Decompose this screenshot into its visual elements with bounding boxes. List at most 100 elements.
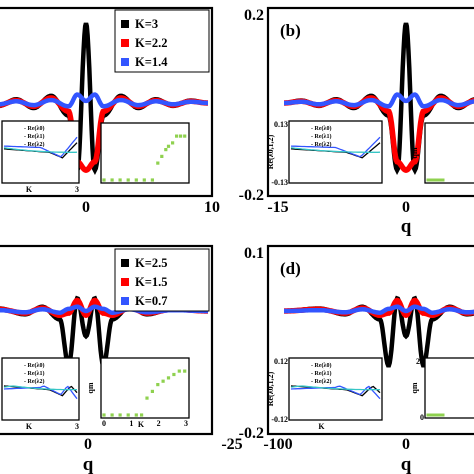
inset-legend-label: - Re(λ0)	[24, 362, 44, 369]
inset-legend-label: - Re(λ0)	[24, 125, 44, 132]
inset-a2-frame	[100, 122, 190, 184]
x-tick-label: -25	[221, 436, 242, 453]
legend-label: K=1.4	[135, 55, 168, 69]
panel-b-plot	[284, 22, 474, 176]
inset-y-tick: -0.12	[271, 415, 288, 424]
inset-c2-frame	[100, 357, 190, 419]
inset-scatter-point	[102, 178, 106, 182]
inset-legend-label: - Re(λ2)	[311, 378, 331, 385]
inset-x-tick: 0	[102, 419, 106, 428]
inset-y-label: Re(λ0,1,2)	[266, 134, 275, 169]
inset-y-tick: -0.13	[271, 178, 288, 187]
y-tick-label: 0.2	[244, 7, 264, 24]
panel-label: (b)	[280, 21, 301, 40]
inset-scatter-point	[175, 134, 179, 138]
legend-label: K=2.2	[135, 36, 167, 50]
inset-scatter-point	[150, 389, 154, 393]
inset-curve	[290, 147, 381, 153]
inset-x-label: K	[26, 185, 33, 194]
inset-scatter-point	[435, 413, 439, 417]
texts-layer: 0 10 -15 00.2-0.2q(b)0 -25q-100 00.1-0.2q(d)K…	[24, 7, 424, 474]
inset-legend-label: - Re(λ1)	[24, 133, 44, 140]
inset-curve	[3, 147, 78, 153]
inset-scatter-point	[156, 383, 160, 387]
legend-label: K=3	[135, 17, 158, 31]
inset-scatter-point	[134, 413, 138, 417]
inset-y-label: qm	[410, 147, 419, 158]
panel-label: (d)	[280, 259, 301, 278]
inset-d2-frame	[424, 357, 474, 419]
inset-scatter-point	[429, 413, 433, 417]
inset-x-label: K	[26, 422, 33, 431]
inset-scatter-point	[126, 413, 130, 417]
inset-x-tick: 3	[75, 185, 79, 194]
inset-y-tick: 0.12	[274, 357, 288, 366]
series-line-b-3	[284, 92, 474, 109]
inset-scatter-point	[110, 178, 114, 182]
x-tick-label: 0	[82, 199, 90, 216]
inset-x-tick: 2	[157, 419, 161, 428]
y-tick-label: -0.2	[239, 187, 264, 204]
inset-scatter-point	[134, 178, 138, 182]
inset-scatter-point	[140, 413, 144, 417]
inset-scatter-point	[145, 396, 149, 400]
inset-legend-label: - Re(λ0)	[311, 125, 331, 132]
legend-marker	[121, 58, 129, 66]
legend-a-box	[114, 9, 210, 73]
inset-scatter-point	[160, 154, 164, 158]
inset-scatter-point	[126, 178, 130, 182]
inset-y-tick: 20	[416, 357, 424, 366]
inset-scatter-point	[118, 413, 122, 417]
inset-scatter-point	[166, 376, 171, 380]
inset-y-label: qm	[86, 382, 95, 393]
inset-x-tick: 3	[184, 419, 188, 428]
inset-scatter-point	[432, 413, 436, 417]
inset-scatter-point	[426, 178, 430, 182]
inset-scatter-point	[150, 178, 154, 182]
inset-marks-layer	[3, 134, 445, 417]
legend-marker	[121, 20, 129, 28]
legend-marker	[121, 278, 129, 286]
inset-scatter-point	[172, 372, 176, 377]
inset-scatter-point	[183, 134, 187, 138]
panel-c-frame	[0, 244, 214, 436]
inset-scatter-point	[164, 148, 168, 152]
inset-scatter-point	[171, 141, 175, 145]
inset-scatter-point	[432, 178, 436, 182]
inset-x-tick: 3	[75, 422, 79, 431]
inset-x-label: K	[138, 420, 145, 429]
inset-legend-label: - Re(λ2)	[311, 141, 331, 148]
y-tick-label: 0.1	[244, 245, 264, 262]
inset-scatter-point	[441, 413, 445, 417]
inset-scatter-point	[438, 413, 442, 417]
inset-legend-label: - Re(λ1)	[311, 133, 331, 140]
inset-scatter-point	[179, 134, 183, 138]
inset-x-label: K	[318, 422, 325, 431]
x-tick-label: -15	[267, 199, 288, 216]
inset-scatter-point	[156, 161, 160, 165]
legend-label: K=2.5	[135, 256, 167, 270]
inset-scatter-point	[161, 379, 165, 383]
panel-b-frame	[266, 6, 474, 198]
inset-curve	[290, 385, 380, 391]
inset-scatter-point	[438, 178, 442, 182]
inset-scatter-point	[102, 413, 106, 417]
inset-scatter-point	[110, 413, 114, 417]
inset-x-tick: 1	[129, 419, 133, 428]
inset-scatter-point	[426, 413, 430, 417]
x-tick-label: 0	[402, 436, 410, 453]
series-line-d-3	[284, 304, 474, 315]
inset-legend-label: - Re(λ1)	[311, 370, 331, 377]
legend-label: K=1.5	[135, 275, 167, 289]
inset-b2-frame	[424, 122, 474, 184]
inset-legend-label: - Re(λ2)	[24, 378, 44, 385]
inset-curve	[3, 385, 77, 391]
inset-y-label: qm	[410, 382, 419, 393]
inset-y-label: Re(λ0,1,2)	[266, 371, 275, 406]
y-tick-label: -0.2	[239, 425, 264, 442]
panel-a-frame	[0, 6, 214, 198]
inset-legend-label: - Re(λ1)	[24, 370, 44, 377]
x-tick-label: 10	[204, 199, 220, 216]
legend-c-box	[114, 248, 210, 312]
